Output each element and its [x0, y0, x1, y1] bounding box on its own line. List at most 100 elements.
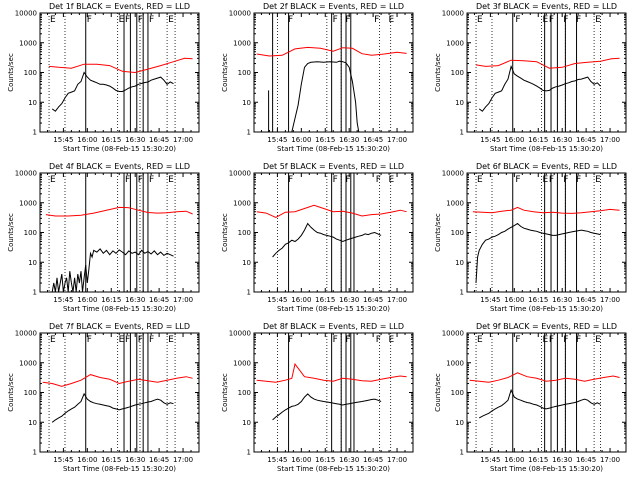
flag-label-F: F	[576, 335, 581, 345]
y-axis-label: Counts/sec	[7, 373, 15, 412]
plot-frame	[466, 12, 627, 133]
flag-label-E: E	[388, 175, 394, 185]
flag-label-F: F	[288, 175, 293, 185]
flag-label-F: F	[345, 335, 350, 345]
y-tick-label: 100	[24, 69, 37, 77]
flag-label-E: E	[595, 175, 601, 185]
flag-label-E: E	[168, 15, 174, 25]
x-tick-label: 16:15	[101, 136, 121, 144]
x-tick-label: 15:45	[480, 296, 500, 304]
x-tick-label: 16:00	[291, 456, 311, 464]
y-tick-label: 100	[451, 69, 464, 77]
y-tick-label: 1	[460, 129, 464, 137]
y-tick-label: 10	[28, 419, 37, 427]
x-tick-label: 16:00	[504, 456, 524, 464]
panel-title: Det 8f BLACK = Events, RED = LLD	[263, 322, 404, 331]
event-rate-line	[51, 71, 174, 112]
event-rate-line	[51, 392, 174, 423]
y-tick-label: 10	[455, 99, 464, 107]
y-tick-label: 10000	[442, 10, 464, 18]
plot-frame	[466, 332, 627, 453]
flag-label-F: F	[563, 335, 568, 345]
y-tick-label: 10	[28, 99, 37, 107]
event-rate-line	[291, 60, 360, 132]
x-axis-label: Start Time (08-Feb-15 15:30:20)	[63, 305, 176, 313]
flag-label-F: F	[549, 15, 554, 25]
event-rate-line	[478, 388, 601, 419]
flag-label-E: E	[542, 15, 548, 25]
x-axis-label: Start Time (08-Feb-15 15:30:20)	[277, 305, 390, 313]
panel-title: Det 1f BLACK = Events, RED = LLD	[49, 2, 190, 11]
flag-label-F: F	[515, 175, 520, 185]
plot-frame	[253, 172, 414, 293]
flag-label-F: F	[345, 175, 350, 185]
panel-title: Det 3f BLACK = Events, RED = LLD	[476, 2, 617, 11]
x-tick-label: 16:00	[504, 136, 524, 144]
event-rate-line	[272, 393, 382, 421]
x-tick-label: 16:30	[552, 136, 572, 144]
lld-rate-line	[42, 374, 193, 387]
flag-label-E: E	[477, 175, 483, 185]
y-tick-label: 1000	[233, 359, 251, 367]
flag-label-F: F	[376, 335, 381, 345]
x-tick-label: 16:30	[339, 136, 359, 144]
x-axis-label: Start Time (08-Feb-15 15:30:20)	[277, 465, 390, 473]
x-tick-label: 16:45	[576, 456, 596, 464]
flag-label-E: E	[477, 15, 483, 25]
y-tick-label: 100	[451, 389, 464, 397]
y-tick-label: 1000	[446, 39, 464, 47]
x-tick-label: 16:45	[576, 136, 596, 144]
x-tick-label: 16:30	[125, 456, 145, 464]
lld-rate-line	[469, 372, 620, 383]
y-tick-label: 1000	[446, 359, 464, 367]
x-tick-label: 15:45	[480, 136, 500, 144]
x-tick-label: 16:30	[339, 456, 359, 464]
y-tick-label: 1000	[19, 39, 37, 47]
flag-label-F: F	[374, 15, 379, 25]
x-tick-label: 17:00	[173, 296, 193, 304]
y-tick-label: 1	[247, 289, 251, 297]
y-tick-label: 1	[460, 449, 464, 457]
x-tick-label: 16:45	[149, 296, 169, 304]
panel-title: Det 2f BLACK = Events, RED = LLD	[263, 2, 404, 11]
x-tick-label: 16:00	[77, 456, 97, 464]
flag-label-F: F	[138, 15, 143, 25]
flag-label-F: F	[288, 335, 293, 345]
x-axis-label: Start Time (08-Feb-15 15:30:20)	[277, 145, 390, 153]
y-tick-label: 100	[24, 389, 37, 397]
x-tick-label: 16:15	[528, 136, 548, 144]
y-tick-label: 10000	[15, 10, 37, 18]
flag-label-F: F	[345, 15, 350, 25]
lld-rate-line	[472, 206, 620, 214]
x-tick-label: 16:00	[504, 296, 524, 304]
x-axis-label: Start Time (08-Feb-15 15:30:20)	[490, 465, 603, 473]
event-rate-line	[475, 222, 601, 284]
panel-title: Det 5f BLACK = Events, RED = LLD	[263, 162, 404, 171]
x-tick-label: 16:15	[315, 296, 335, 304]
x-axis-label: Start Time (08-Feb-15 15:30:20)	[490, 305, 603, 313]
plot-frame	[466, 172, 627, 293]
flag-label-F: F	[333, 335, 338, 345]
y-tick-label: 1	[247, 449, 251, 457]
flag-label-F: F	[576, 175, 581, 185]
x-tick-label: 15:45	[53, 296, 73, 304]
flag-label-F: F	[376, 175, 381, 185]
y-tick-label: 1000	[233, 39, 251, 47]
y-axis-label: Counts/sec	[7, 213, 15, 252]
y-axis-label: Counts/sec	[221, 53, 229, 92]
y-axis-label: Counts/sec	[434, 53, 442, 92]
flag-label-F: F	[563, 175, 568, 185]
x-tick-label: 16:00	[77, 136, 97, 144]
x-tick-label: 16:30	[125, 296, 145, 304]
flag-label-F: F	[288, 15, 293, 25]
x-tick-label: 17:00	[387, 296, 407, 304]
y-axis-label: Counts/sec	[221, 373, 229, 412]
x-tick-label: 16:30	[339, 296, 359, 304]
flag-label-E: E	[477, 335, 483, 345]
x-tick-label: 16:15	[315, 456, 335, 464]
flag-label-F: F	[549, 175, 554, 185]
lld-rate-line	[256, 204, 407, 219]
